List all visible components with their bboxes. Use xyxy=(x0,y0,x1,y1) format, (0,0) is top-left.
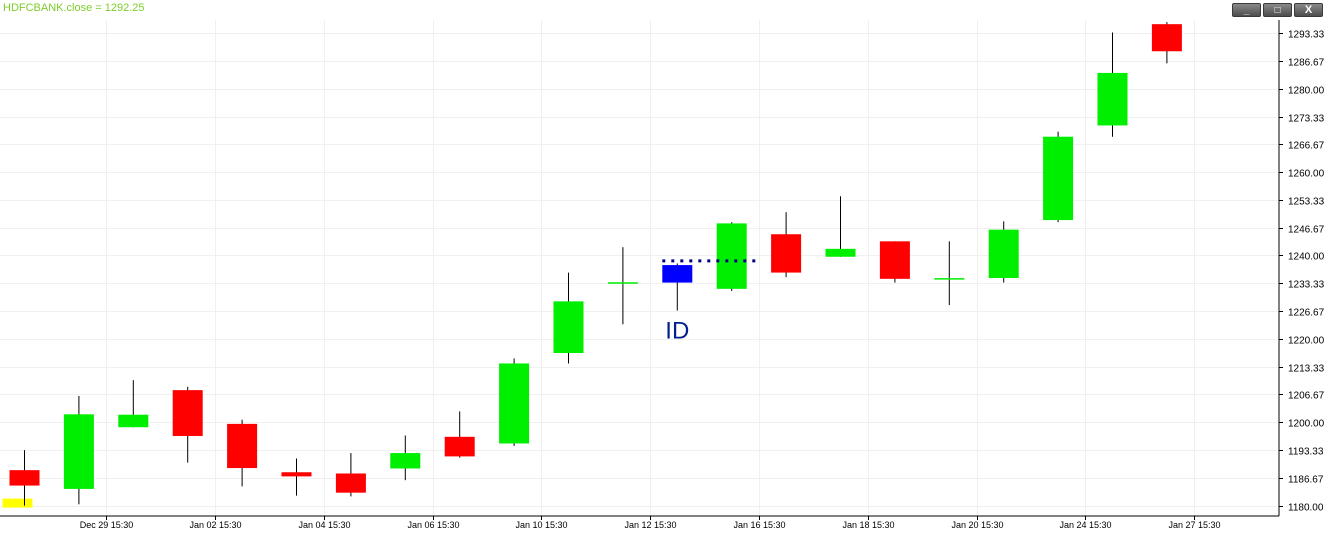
candle-body xyxy=(1043,136,1074,221)
y-tick-label: 1226.67 xyxy=(1288,308,1325,319)
x-tick-label: Jan 02 15:30 xyxy=(189,520,241,530)
candle-body xyxy=(879,241,910,279)
candle-body xyxy=(662,265,693,283)
x-tick-label: Dec 29 15:30 xyxy=(80,520,134,530)
y-tick-label: 1186.67 xyxy=(1288,475,1324,486)
y-tick-label: 1286.67 xyxy=(1288,58,1325,69)
candles: ID xyxy=(2,22,1182,508)
x-tick-label: Jan 24 15:30 xyxy=(1059,520,1111,530)
highlight-label: ID xyxy=(665,318,689,345)
x-tick-label: Jan 04 15:30 xyxy=(298,520,350,530)
candle-body xyxy=(281,472,312,477)
y-tick-label: 1240.00 xyxy=(1288,252,1325,263)
y-tick-label: 1193.33 xyxy=(1288,447,1324,458)
candle-body xyxy=(227,423,258,469)
x-tick-label: Jan 20 15:30 xyxy=(951,520,1003,530)
x-tick-label: Jan 18 15:30 xyxy=(842,520,894,530)
x-axis-ticks: Dec 29 15:30 Jan 02 15:30 Jan 04 15:30 Jan … xyxy=(80,516,1221,530)
candle-body xyxy=(335,473,366,493)
y-tick-label: 1253.33 xyxy=(1288,197,1325,208)
candle-body xyxy=(118,414,149,428)
y-tick-label: 1280.00 xyxy=(1288,86,1325,97)
x-tick-label: Jan 16 15:30 xyxy=(733,520,785,530)
y-tick-label: 1273.33 xyxy=(1288,114,1325,125)
y-tick-label: 1233.33 xyxy=(1288,280,1325,291)
candle-body xyxy=(716,223,747,289)
x-tick-label: Jan 27 15:30 xyxy=(1168,520,1220,530)
minimize-button[interactable]: _ xyxy=(1232,3,1261,17)
candle-body xyxy=(1151,24,1182,52)
y-axis-ticks: 1180.00 1186.67 1193.33 1200.00 1206.67 1213.… xyxy=(1279,30,1325,514)
marker-block xyxy=(2,498,33,508)
candle-body xyxy=(172,390,203,436)
x-tick-label: Jan 10 15:30 xyxy=(515,520,567,530)
candle-body xyxy=(499,363,530,444)
y-tick-label: 1213.33 xyxy=(1288,364,1325,375)
x-tick-label: Jan 06 15:30 xyxy=(407,520,459,530)
candle-body xyxy=(9,470,40,486)
candle-body xyxy=(390,453,421,469)
y-tick-label: 1180.00 xyxy=(1288,503,1324,514)
y-tick-label: 1200.00 xyxy=(1288,419,1325,430)
x-tick-label: Jan 12 15:30 xyxy=(624,520,676,530)
maximize-button[interactable]: □ xyxy=(1263,3,1292,17)
candle-body xyxy=(444,436,475,457)
chart-title: HDFCBANK.close = 1292.25 xyxy=(3,2,145,14)
grid xyxy=(0,20,1279,516)
candle-body xyxy=(825,248,856,257)
candle-body xyxy=(1097,72,1128,126)
candle-body xyxy=(553,301,584,354)
window-controls: _ □ X xyxy=(1232,3,1323,17)
y-tick-label: 1266.67 xyxy=(1288,141,1325,152)
y-tick-label: 1246.67 xyxy=(1288,225,1325,236)
candle-body xyxy=(63,414,94,489)
candle-body xyxy=(771,234,802,273)
y-tick-label: 1206.67 xyxy=(1288,391,1325,402)
candle-body xyxy=(988,229,1019,279)
close-button[interactable]: X xyxy=(1294,3,1323,17)
y-tick-label: 1293.33 xyxy=(1288,30,1325,41)
y-tick-label: 1220.00 xyxy=(1288,336,1325,347)
y-tick-label: 1260.00 xyxy=(1288,169,1325,180)
